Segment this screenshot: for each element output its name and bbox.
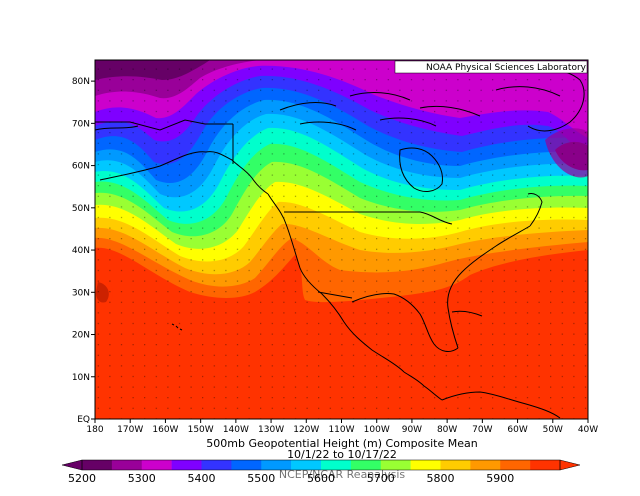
colorbar-swatch xyxy=(231,460,262,470)
lon-tick-label: 120W xyxy=(293,425,319,435)
latitude-axis: 80N 70N 60N 50N 40N 30N 20N 10N EQ xyxy=(72,77,95,425)
source-text: NCEP/NCAR Reanalysis xyxy=(279,468,405,481)
date-range: 10/1/22 to 10/17/22 xyxy=(287,448,397,461)
colorbar-swatch xyxy=(141,460,172,470)
lon-tick-label: 110W xyxy=(328,425,354,435)
lat-tick-label: 20N xyxy=(72,331,90,341)
plot-area xyxy=(95,60,588,419)
lon-tick-label: 140W xyxy=(223,425,249,435)
colorbar-frame xyxy=(81,459,561,471)
grid-dots xyxy=(95,60,588,419)
lat-tick-label: EQ xyxy=(77,415,90,425)
lon-tick-label: 150W xyxy=(188,425,214,435)
longitude-axis: 180 170W 160W 150W 140W 130W 120W 110W 100W 90W 80… xyxy=(86,419,598,435)
colorbar-swatch xyxy=(440,460,471,470)
lon-tick-label: 130W xyxy=(258,425,284,435)
colorbar-arrow-right xyxy=(559,459,581,471)
lat-tick-label: 10N xyxy=(72,373,90,383)
lat-tick-label: 40N xyxy=(72,246,90,256)
lat-tick-label: 60N xyxy=(72,162,90,172)
credit-box: NOAA Physical Sciences Laboratory xyxy=(394,60,588,74)
colorbar-label: 5300 xyxy=(128,472,156,485)
lat-tick-label: 30N xyxy=(72,288,90,298)
lat-tick-label: 80N xyxy=(72,77,90,87)
lat-tick-label: 70N xyxy=(72,119,90,129)
colorbar-swatch xyxy=(111,460,143,470)
lon-tick-label: 100W xyxy=(364,425,390,435)
colorbar-swatch xyxy=(291,460,322,470)
colorbar-swatch xyxy=(201,460,232,470)
colorbar-swatch xyxy=(171,460,202,470)
colorbar-swatch xyxy=(530,460,561,470)
lon-tick-label: 80W xyxy=(437,425,457,435)
colorbar-arrow-left xyxy=(61,459,83,471)
lon-tick-label: 40W xyxy=(578,425,598,435)
colorbar-label: 5700 xyxy=(367,472,395,485)
lon-tick-label: 60W xyxy=(507,425,527,435)
lon-tick-label: 70W xyxy=(472,425,492,435)
colorbar-swatch xyxy=(321,460,352,470)
lon-tick-label: 160W xyxy=(152,425,178,435)
lat-tick-label: 50N xyxy=(72,204,90,214)
lon-tick-label: 180 xyxy=(86,425,103,435)
colorbar-swatch xyxy=(500,460,531,470)
colorbar-label: 5400 xyxy=(188,472,216,485)
credit-text: NOAA Physical Sciences Laboratory xyxy=(426,63,587,73)
map-title: 500mb Geopotential Height (m) Composite … xyxy=(206,437,477,450)
colorbar-label: 5900 xyxy=(486,472,514,485)
colorbar-swatch xyxy=(410,460,441,470)
colorbar: 5200 5300 5400 5500 5600 5700 5800 5900 xyxy=(61,459,581,485)
colorbar-label: 5600 xyxy=(307,472,335,485)
colorbar-swatch xyxy=(350,460,382,470)
lon-tick-label: 170W xyxy=(117,425,143,435)
colorbar-label: 5500 xyxy=(247,472,275,485)
lon-tick-label: 90W xyxy=(402,425,422,435)
colorbar-swatch xyxy=(470,460,501,470)
colorbar-swatch xyxy=(380,460,411,470)
colorbar-label: 5200 xyxy=(68,472,96,485)
colorbar-label: 5800 xyxy=(427,472,455,485)
colorbar-swatch xyxy=(82,460,113,470)
lon-tick-label: 50W xyxy=(543,425,563,435)
colorbar-swatch xyxy=(261,460,292,470)
